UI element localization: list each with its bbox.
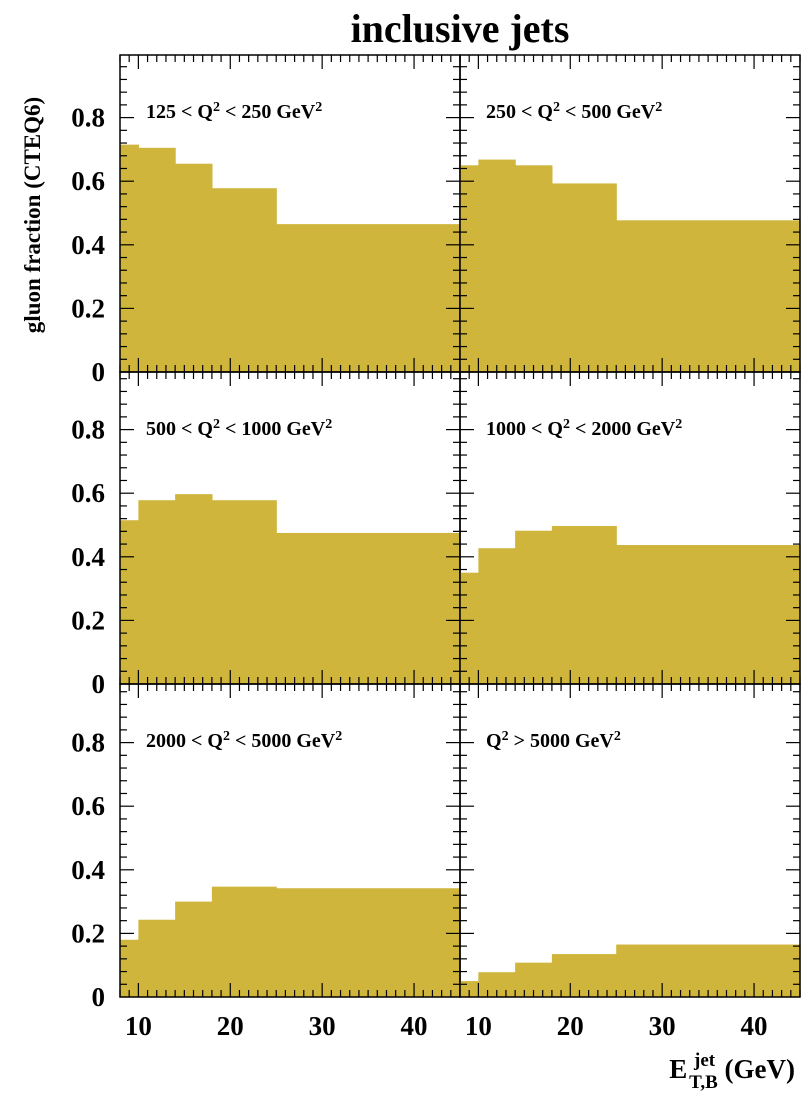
histogram-bar <box>460 572 479 684</box>
panel-label: 250 < Q2 < 500 GeV2 <box>486 100 662 124</box>
y-tick-label: 0 <box>92 669 106 699</box>
x-tick-label: 40 <box>741 1011 768 1041</box>
x-axis-label-subscript: T,B <box>689 1072 718 1093</box>
y-tick-label: 0.2 <box>71 605 105 635</box>
histogram-bar <box>616 944 801 997</box>
histogram-bar <box>175 163 213 372</box>
panel-grid: 125 < Q2 < 250 GeV2 0 0.2 0.4 0.6 0.8 250 < Q2… <box>71 54 801 1012</box>
histogram-bar <box>460 165 479 372</box>
histogram-bar <box>138 500 176 684</box>
x-axis-label-symbol: E <box>669 1054 687 1084</box>
histogram-bar <box>515 165 553 372</box>
y-tick-label: 0.8 <box>71 415 105 445</box>
histogram-bar <box>211 188 277 372</box>
panel-2: 250 < Q2 < 500 GeV2 <box>459 54 801 373</box>
x-axis-label: E jet T,B (GeV) <box>669 1050 795 1093</box>
histogram-bar <box>616 545 801 684</box>
panel-frame <box>459 683 801 998</box>
panel-label: 2000 < Q2 < 5000 GeV2 <box>146 729 342 753</box>
panel-5: 2000 < Q2 < 5000 GeV2 0 0.2 0.4 0.6 0.8 <box>71 683 461 1012</box>
y-tick-label: 0.4 <box>71 542 105 572</box>
histogram-bar <box>120 520 139 684</box>
histogram-bar <box>211 500 277 684</box>
y-tick-label: 0.2 <box>71 293 105 323</box>
panel-label: 1000 < Q2 < 2000 GeV2 <box>486 417 682 441</box>
x-axis-label-superscript: jet <box>693 1050 716 1071</box>
panel-3: 500 < Q2 < 1000 GeV2 0 0.2 0.4 0.6 0.8 <box>71 371 461 699</box>
panel-4: 1000 < Q2 < 2000 GeV2 <box>459 371 801 685</box>
histogram-bar <box>276 224 461 372</box>
y-axis-label: gluon fraction (CTEQ6) <box>20 97 45 333</box>
histogram-bar <box>515 530 553 684</box>
y-tick-label: 0 <box>92 357 106 387</box>
y-tick-label: 0.2 <box>71 918 105 948</box>
y-tick-label: 0 <box>92 982 106 1012</box>
histogram-bar <box>478 159 516 372</box>
histogram-bar <box>138 147 176 372</box>
x-tick-label: 20 <box>557 1011 584 1041</box>
y-tick-label: 0.8 <box>71 728 105 758</box>
histogram-bar <box>175 494 213 684</box>
y-tick-label: 0.4 <box>71 855 105 885</box>
x-tick-label: 30 <box>309 1011 336 1041</box>
histogram-bar <box>616 220 801 372</box>
histogram-bar <box>175 901 213 997</box>
histogram-bar <box>460 981 479 997</box>
histogram-bar <box>120 939 139 997</box>
figure-title: inclusive jets <box>351 6 570 51</box>
y-tick-label: 0.4 <box>71 230 105 260</box>
x-tick-label: 30 <box>649 1011 676 1041</box>
histogram-bar <box>551 183 617 372</box>
y-tick-label: 0.8 <box>71 103 105 133</box>
panel-label: 125 < Q2 < 250 GeV2 <box>146 100 322 124</box>
panel-label: 500 < Q2 < 1000 GeV2 <box>146 417 332 441</box>
histogram-bar <box>551 954 617 997</box>
x-tick-labels: 10 20 30 40 10 20 30 40 <box>125 1011 768 1041</box>
x-tick-label: 10 <box>125 1011 152 1041</box>
y-tick-label: 0.6 <box>71 478 105 508</box>
panel-6: Q2 > 5000 GeV2 <box>459 683 801 998</box>
histogram-bar <box>276 888 461 997</box>
x-tick-label: 40 <box>401 1011 428 1041</box>
x-tick-label: 10 <box>465 1011 492 1041</box>
histogram-bar <box>276 532 461 684</box>
y-tick-label: 0.6 <box>71 791 105 821</box>
x-axis-label-unit: (GeV) <box>718 1054 795 1084</box>
y-tick-label: 0.6 <box>71 166 105 196</box>
histogram-bar <box>478 548 516 684</box>
histogram-bar <box>138 919 176 997</box>
histogram-bar <box>551 525 617 684</box>
panel-1: 125 < Q2 < 250 GeV2 0 0.2 0.4 0.6 0.8 <box>71 54 461 387</box>
histogram-bar <box>211 886 277 997</box>
panel-label: Q2 > 5000 GeV2 <box>486 729 621 753</box>
histogram-bar <box>120 144 139 372</box>
x-tick-label: 20 <box>217 1011 244 1041</box>
